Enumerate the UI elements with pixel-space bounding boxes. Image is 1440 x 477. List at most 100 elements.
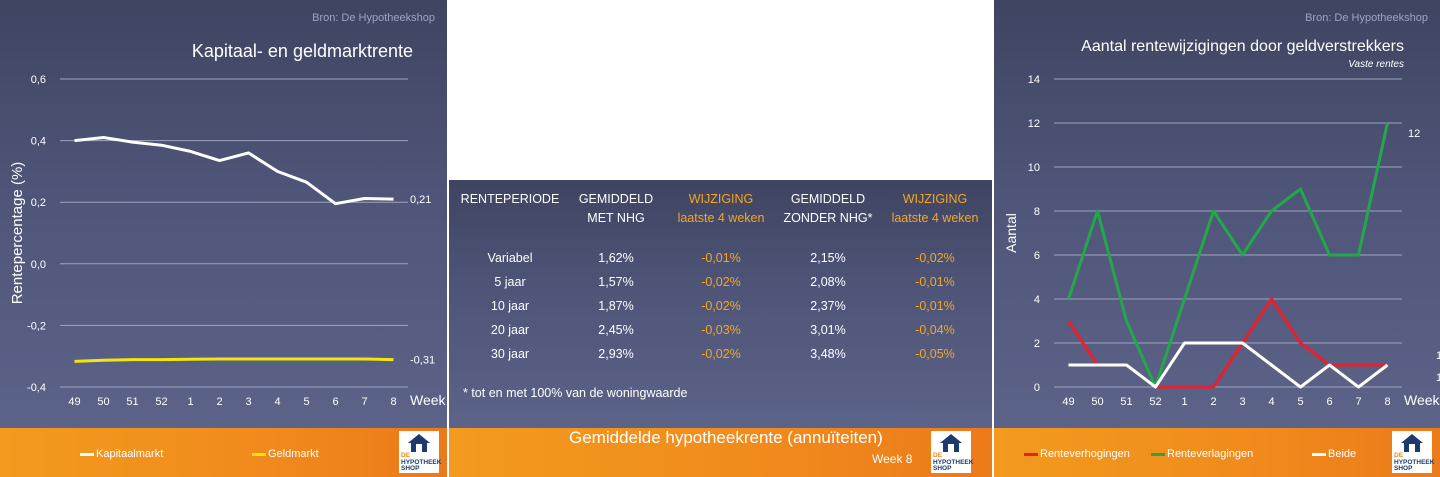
table-cell: -0,04%: [915, 323, 955, 337]
legend-item-renteverhogingen: Renteverhogingen: [1024, 448, 1130, 460]
x-tick-label: 4: [1268, 396, 1274, 408]
left-chart-title: Kapitaal- en geldmarktrente: [191, 41, 413, 61]
left-source-label: Bron: De Hypotheekshop: [312, 12, 435, 24]
right-chart-title: Aantal rentewijzigingen door geldverstre…: [1081, 38, 1404, 55]
legend-item-kapitaalmarkt: Kapitaalmarkt: [80, 448, 163, 460]
y-tick-label: 10: [1028, 162, 1040, 174]
table-cell: -0,05%: [915, 347, 955, 361]
table-cell: 3,01%: [810, 323, 846, 337]
header-gemiddeld-zonder-nhg: GEMIDDELD ZONDER NHG*: [783, 192, 873, 225]
logo-wordmark: DE HYPOTHEEK SHOP: [401, 452, 442, 472]
legend-label-renteverlagingen: Renteverlagingen: [1167, 448, 1254, 460]
x-tick-label: 8: [1384, 396, 1390, 408]
y-tick-label: -0,2: [27, 320, 46, 332]
table-row: Variabel 1,62% -0,01% 2,15% -0,02%: [457, 246, 987, 270]
rate-table-header-row: RENTEPERIODE GEMIDDELD MET NHG WIJZIGING l…: [457, 190, 987, 228]
y-tick-label: 0,2: [31, 197, 46, 209]
table-cell: Variabel: [487, 251, 533, 265]
legend-label-kapitaalmarkt: Kapitaalmarkt: [96, 448, 164, 460]
table-cell: -0,01%: [915, 299, 955, 313]
hypotheekshop-logo: DE HYPOTHEEK SHOP: [931, 431, 974, 473]
table-cell: -0,02%: [701, 347, 741, 361]
left-chart-plot: -0,4 -0,2 0,0 0,2 0,4 0,6 49 50 51 52 1 2 3 4 5 6 7 8 Week…: [9, 74, 447, 408]
table-row: 5 jaar 1,57% -0,02% 2,08% -0,01%: [457, 270, 987, 294]
rate-table: RENTEPERIODE GEMIDDELD MET NHG WIJZIGING l…: [457, 190, 987, 366]
series-line-kapitaalmarkt: [74, 136, 394, 206]
x-tick-label: 50: [97, 396, 109, 408]
left-chart-panel: Bron: De Hypotheekshop Kapitaal- en geld…: [0, 0, 447, 477]
right-chart-footer: [994, 428, 1440, 477]
x-tick-label: 50: [1091, 396, 1103, 408]
table-cell: -0,02%: [701, 275, 741, 289]
y-tick-label: -0,4: [27, 382, 46, 394]
legend-swatch-kapitaalmarkt: [80, 452, 94, 456]
right-chart-subtitle: Vaste rentes: [1348, 59, 1404, 70]
x-axis-title: Week: [410, 392, 447, 408]
logo-wordmark: DE HYPOTHEEK SHOP: [933, 452, 974, 472]
legend-label-geldmarkt: Geldmarkt: [268, 448, 319, 460]
header-gemiddeld-met-nhg: GEMIDDELD MET NHG: [578, 192, 654, 225]
x-tick-label: 1: [1181, 396, 1187, 408]
x-tick-label: 49: [1062, 396, 1074, 408]
series-line-beide: [1068, 341, 1389, 389]
x-tick-label: 2: [1210, 396, 1216, 408]
legend-swatch-renteverlagingen: [1151, 452, 1165, 456]
y-axis-title: Aantal: [1003, 213, 1019, 253]
series-line-renteverhogingen: [1067, 297, 1388, 389]
header-wijziging-met-nhg: WIJZIGING laatste 4 weken: [677, 192, 765, 225]
x-tick-label: 51: [1120, 396, 1132, 408]
series-line-renteverlagingen: [1067, 122, 1389, 389]
table-cell: -0,03%: [701, 323, 741, 337]
data-label: 0,21: [410, 194, 431, 206]
table-cell: 1,62%: [598, 251, 634, 265]
legend-item-beide: Beide: [1312, 448, 1356, 460]
table-cell: 2,15%: [810, 251, 846, 265]
data-label: 1: [1436, 372, 1440, 384]
x-axis-title: Week: [1404, 392, 1440, 408]
legend-swatch-geldmarkt: [252, 452, 266, 456]
rate-table-panel: [449, 180, 992, 477]
data-label: -0,31: [410, 355, 435, 367]
right-source-label: Bron: De Hypotheekshop: [1305, 12, 1428, 24]
table-cell: 2,45%: [598, 323, 634, 337]
legend-swatch-renteverhogingen: [1024, 452, 1038, 456]
table-cell: 3,48%: [810, 347, 846, 361]
table-cell: 1,87%: [598, 299, 634, 313]
legend-item-geldmarkt: Geldmarkt: [252, 448, 319, 460]
rate-table-footer: [449, 428, 992, 477]
table-cell: 5 jaar: [494, 275, 526, 289]
table-cell: 10 jaar: [490, 299, 530, 313]
table-cell: 20 jaar: [490, 323, 530, 337]
table-cell: 2,93%: [598, 347, 634, 361]
table-cell: 2,08%: [810, 275, 846, 289]
series-line-geldmarkt: [74, 357, 394, 363]
y-tick-label: 0,6: [31, 74, 46, 86]
x-tick-label: 52: [1149, 396, 1161, 408]
rate-table-footnote: * tot en met 100% van de woningwaarde: [463, 386, 688, 400]
legend-label-beide: Beide: [1328, 448, 1357, 460]
table-cell: -0,01%: [915, 275, 955, 289]
table-cell: -0,02%: [915, 251, 955, 265]
table-cell: -0,01%: [701, 251, 741, 265]
data-label: 1: [1436, 350, 1440, 362]
table-row: 10 jaar 1,87% -0,02% 2,37% -0,01%: [457, 294, 987, 318]
house-icon: [940, 434, 962, 452]
table-cell: 1,57%: [598, 275, 634, 289]
x-tick-label: 52: [155, 396, 167, 408]
x-tick-label: 3: [245, 396, 251, 408]
y-tick-label: 14: [1028, 74, 1040, 86]
x-tick-label: 2: [216, 396, 222, 408]
table-row: 20 jaar 2,45% -0,03% 3,01% -0,04%: [457, 318, 987, 342]
rate-table-footer-week: Week 8: [872, 452, 913, 466]
x-tick-label: 51: [126, 396, 138, 408]
y-tick-label: 4: [1034, 294, 1040, 306]
x-tick-label: 6: [332, 396, 338, 408]
hypotheekshop-logo: DE HYPOTHEEK SHOP: [399, 431, 442, 473]
table-cell: 30 jaar: [490, 347, 530, 361]
y-tick-label: 0: [1034, 382, 1040, 394]
x-tick-label: 3: [1239, 396, 1245, 408]
y-tick-label: 2: [1034, 338, 1040, 350]
hypotheekshop-logo: DE HYPOTHEEK SHOP: [1392, 431, 1434, 473]
right-chart-panel: Bron: De Hypotheekshop Aantal rentewijzi…: [994, 0, 1440, 477]
